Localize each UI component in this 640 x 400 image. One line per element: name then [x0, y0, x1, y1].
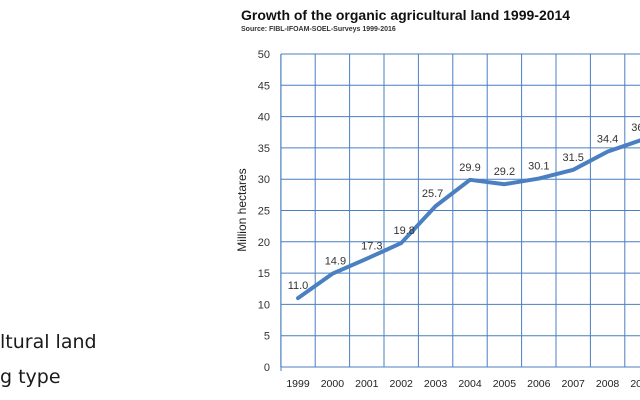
data-label-1999: 11.0: [288, 280, 309, 292]
x-tick-label-1999: 1999: [286, 378, 310, 390]
y-tick-label-50: 50: [258, 49, 270, 61]
chart-title: Growth of the organic agricultural land …: [241, 7, 571, 23]
y-tick-label-0: 0: [264, 362, 270, 374]
x-tick-label-2009: 2009: [630, 378, 640, 390]
axis-layer: 0 5 10 15 20 25 30 35 40 45 50 1999 2000 2001 2002 2003…: [258, 49, 640, 390]
x-tick-label-2001: 2001: [355, 378, 379, 390]
data-label-2001: 17.3: [361, 241, 382, 253]
label-layer: 11.0 14.9 17.3 19.8 25.7 29.9 29.2 30.1 31.5 34.4…: [288, 122, 640, 292]
y-axis-label: Million hectares: [235, 168, 249, 251]
series-line: [296, 138, 640, 301]
data-label-2007: 31.5: [562, 152, 583, 164]
x-tick-label-2000: 2000: [321, 378, 345, 390]
data-label-2009: 36.3: [631, 122, 640, 134]
x-tick-label-2005: 2005: [493, 378, 517, 390]
x-tick-label-2007: 2007: [562, 378, 586, 390]
y-tick-label-15: 15: [258, 268, 270, 280]
x-tick-label-2003: 2003: [424, 378, 448, 390]
x-tick-label-2008: 2008: [596, 378, 620, 390]
series-layer: [296, 138, 640, 301]
y-tick-label-20: 20: [258, 237, 270, 249]
x-tick-label-2002: 2002: [390, 378, 414, 390]
y-tick-label-40: 40: [258, 112, 270, 124]
x-tick-label-2004: 2004: [458, 378, 482, 390]
y-tick-label-5: 5: [264, 331, 270, 343]
y-tick-label-25: 25: [258, 206, 270, 218]
slide-text-line-1: ltural land: [0, 331, 97, 353]
x-tick-label-2006: 2006: [527, 378, 551, 390]
data-label-2006: 30.1: [528, 161, 549, 173]
data-label-2002: 19.8: [393, 225, 414, 237]
grid-layer: [280, 53, 640, 368]
data-label-2008: 34.4: [597, 134, 618, 146]
data-label-2000: 14.9: [325, 256, 346, 268]
chart-subtitle: Source: FIBL-IFOAM-SOEL-Surveys 1999-201…: [241, 26, 396, 33]
y-tick-label-30: 30: [258, 174, 270, 186]
y-tick-label-35: 35: [258, 143, 270, 155]
y-tick-label-45: 45: [258, 80, 270, 92]
data-label-2005: 29.2: [494, 166, 515, 178]
slide-text-line-2: g type: [0, 366, 61, 388]
data-label-2003: 25.7: [422, 188, 443, 200]
data-label-2004: 29.9: [459, 162, 480, 174]
y-tick-label-10: 10: [258, 299, 270, 311]
